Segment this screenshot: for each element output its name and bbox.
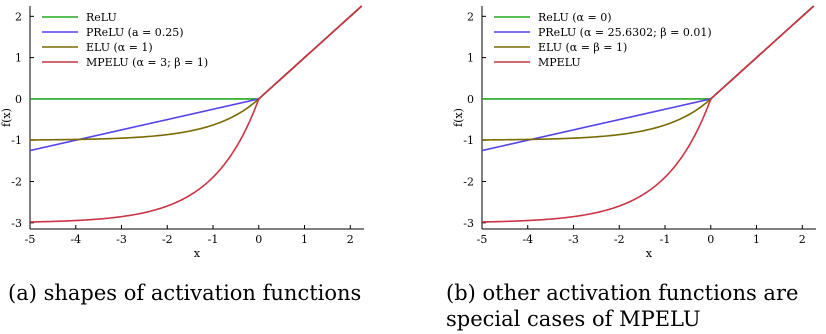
x-tick-label: -2: [614, 233, 625, 246]
series-line-mpelu: [481, 5, 815, 223]
x-tick-label: -1: [208, 233, 219, 246]
y-tick-label: -3: [11, 217, 22, 230]
x-tick-label: 2: [347, 233, 354, 246]
y-tick-label: 2: [467, 10, 474, 23]
series-line-relu: [30, 5, 363, 100]
x-tick-label: 0: [707, 233, 714, 246]
y-tick-label: 0: [15, 93, 22, 106]
x-tick-label: -5: [477, 233, 488, 246]
y-axis-label: f(x): [0, 108, 13, 127]
y-tick-label: -2: [11, 176, 22, 189]
legend-entry: PReLU (a = 0.25): [86, 26, 184, 39]
series-line-elu: [30, 5, 363, 141]
series-line-prelu: [29, 5, 363, 152]
caption-a: (a) shapes of activation functions: [8, 281, 362, 305]
x-tick-label: -5: [25, 233, 36, 246]
y-tick-label: 1: [15, 52, 22, 65]
y-tick-label: -1: [463, 134, 474, 147]
legend-entry: ReLU: [86, 11, 117, 24]
x-tick-label: -3: [116, 233, 127, 246]
y-tick-label: -2: [463, 176, 474, 189]
x-tick-label: -4: [522, 233, 533, 246]
chart-b: -5 -4 -3 -2 -1 0 1 2 2 1 0 -1 -2 -3 x f(x) ReLU (α = 0) P…: [452, 5, 816, 260]
y-tick-label: 0: [467, 93, 474, 106]
x-tick-label: -3: [568, 233, 579, 246]
legend-entry: ReLU (α = 0): [538, 11, 611, 24]
chart-a: -5 -4 -3 -2 -1 0 1 2 2 1 0 -1 -2 -3 x f(x) ReLU PReLU (a …: [0, 5, 364, 260]
legend-entry: ELU (α = β = 1): [538, 41, 627, 54]
x-tick-label: 1: [753, 233, 760, 246]
x-axis-label: x: [646, 247, 653, 260]
x-axis-label: x: [194, 247, 201, 260]
x-tick-label: 0: [255, 233, 262, 246]
series-line-mpelu: [29, 5, 363, 223]
x-tick-label: 2: [799, 233, 806, 246]
x-tick-label: -1: [660, 233, 671, 246]
legend-entry: MPELU (α = 3; β = 1): [86, 56, 208, 69]
series-line-relu: [482, 5, 815, 100]
legend: ReLU PReLU (a = 0.25) ELU (α = 1) MPELU (α …: [42, 11, 208, 69]
y-tick-label: -1: [11, 134, 22, 147]
y-tick-label: 2: [15, 10, 22, 23]
legend-entry: ELU (α = 1): [86, 41, 153, 54]
x-tick-label: -4: [70, 233, 81, 246]
y-axis-label: f(x): [452, 108, 465, 127]
legend-entry: PReLU (α = 25.6302; β = 0.01): [538, 26, 712, 39]
x-tick-label: -2: [162, 233, 173, 246]
caption-b: (b) other activation functions are speci…: [446, 281, 799, 331]
y-tick-label: -3: [463, 217, 474, 230]
legend-entry: MPELU: [538, 56, 581, 69]
legend: ReLU (α = 0) PReLU (α = 25.6302; β = 0.01…: [494, 11, 712, 69]
x-tick-label: 1: [301, 233, 308, 246]
y-tick-label: 1: [467, 52, 474, 65]
